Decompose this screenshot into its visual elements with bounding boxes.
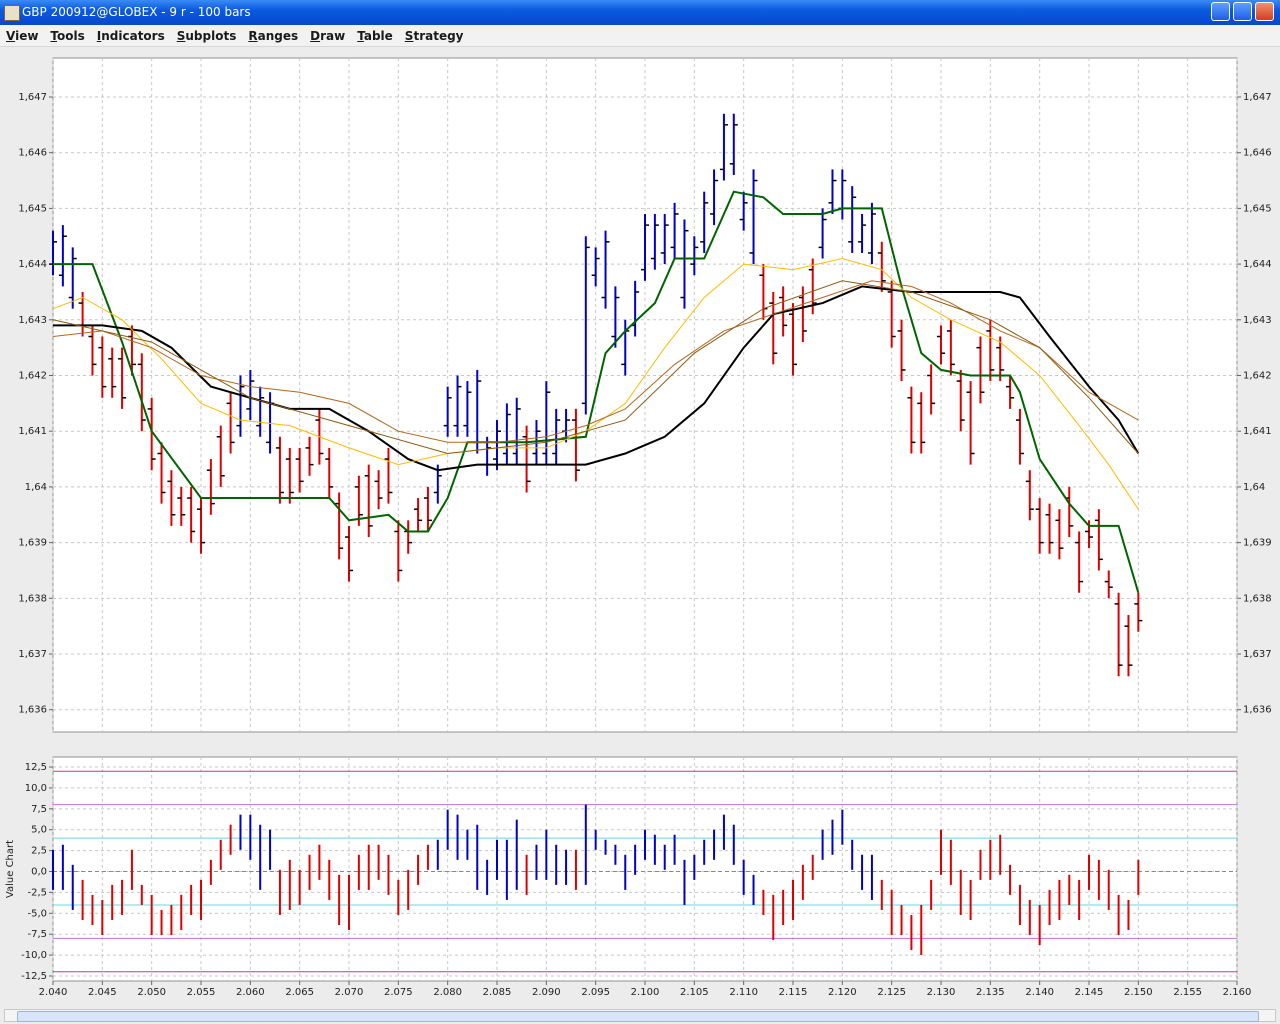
y-tick-label: 1,642 [1243, 371, 1272, 382]
x-tick-label: 2.120 [828, 987, 857, 998]
x-tick-label: 2.060 [236, 987, 265, 998]
y-tick-label: 7,5 [31, 804, 47, 815]
close-button[interactable] [1255, 2, 1274, 21]
indicator-line [52, 257, 1139, 510]
y-tick-label: 0,0 [31, 867, 47, 878]
y-tick-label: 1,639 [1243, 538, 1272, 549]
y-tick-label: 1,646 [1243, 148, 1272, 159]
indicator-line [53, 190, 1140, 593]
y-tick-label: 2,5 [31, 846, 47, 857]
y-tick-label: 1,64 [25, 482, 47, 493]
y-tick-label: -7,5 [27, 929, 47, 940]
y-tick-label: 5,0 [31, 825, 47, 836]
y-tick-label: 1,636 [1243, 705, 1272, 716]
x-tick-label: 2.090 [532, 987, 561, 998]
y-tick-label: 1,645 [1243, 203, 1272, 214]
y-axis-label: Value Chart [5, 840, 16, 898]
y-tick-label: 1,636 [18, 705, 47, 716]
y-tick-label: 12,5 [25, 762, 47, 773]
x-tick-label: 2.100 [631, 987, 660, 998]
indicator-line [53, 285, 1140, 472]
menu-item[interactable]: Strategy [404, 29, 464, 43]
y-tick-label: 1,644 [18, 259, 47, 270]
x-tick-label: 2.115 [779, 987, 808, 998]
y-tick-label: -12,5 [21, 971, 47, 982]
y-tick-label: 1,637 [18, 649, 47, 660]
x-tick-label: 2.095 [581, 987, 610, 998]
minimize-button[interactable] [1211, 2, 1230, 21]
y-tick-label: 1,639 [18, 538, 47, 549]
indicator-line [52, 280, 1139, 455]
menu-item[interactable]: Tools [50, 29, 85, 43]
x-tick-label: 2.050 [137, 987, 166, 998]
maximize-button[interactable] [1233, 2, 1252, 21]
x-tick-label: 2.075 [384, 987, 413, 998]
title-bar: GBP 200912@GLOBEX - 9 r - 100 bars [0, 0, 1280, 25]
window-title: GBP 200912@GLOBEX - 9 r - 100 bars [22, 5, 251, 19]
y-tick-label: 1,643 [1243, 315, 1272, 326]
x-tick-label: 2.110 [729, 987, 758, 998]
scrollbar[interactable] [4, 1009, 1276, 1022]
y-tick-label: 1,642 [18, 371, 47, 382]
y-tick-label: 1,641 [1243, 426, 1272, 437]
y-tick-label: 1,641 [18, 426, 47, 437]
x-tick-label: 2.140 [1025, 987, 1054, 998]
x-tick-label: 2.125 [877, 987, 906, 998]
y-tick-label: -5,0 [27, 908, 47, 919]
x-tick-label: 2.040 [39, 987, 68, 998]
x-tick-label: 2.085 [483, 987, 512, 998]
menu-item[interactable]: Draw [310, 29, 346, 43]
y-tick-label: 1,646 [18, 148, 47, 159]
y-tick-label: 1,644 [1243, 259, 1272, 270]
scroll-thumb[interactable] [17, 1011, 1259, 1022]
indicator-line [52, 280, 1139, 443]
x-tick-label: 2.150 [1124, 987, 1153, 998]
menu-item[interactable]: Indicators [96, 29, 165, 43]
y-tick-label: 1,637 [1243, 649, 1272, 660]
y-tick-label: 1,647 [1243, 92, 1272, 103]
y-tick-label: -10,0 [21, 950, 47, 961]
x-tick-label: 2.135 [976, 987, 1005, 998]
x-tick-label: 2.080 [433, 987, 462, 998]
y-tick-label: 1,647 [18, 92, 47, 103]
y-tick-label: 1,643 [18, 315, 47, 326]
x-tick-label: 2.155 [1173, 987, 1202, 998]
menu-item[interactable]: Subplots [176, 29, 237, 43]
x-tick-label: 2.055 [187, 987, 216, 998]
y-tick-label: -2,5 [27, 887, 47, 898]
y-tick-label: 10,0 [25, 783, 47, 794]
menu-item[interactable]: View [6, 29, 39, 43]
y-tick-label: 1,638 [18, 593, 47, 604]
y-tick-label: 1,638 [1243, 593, 1272, 604]
x-tick-label: 2.065 [285, 987, 314, 998]
x-tick-label: 2.045 [88, 987, 117, 998]
x-tick-label: 2.070 [335, 987, 364, 998]
x-tick-label: 2.130 [927, 987, 956, 998]
x-tick-label: 2.105 [680, 987, 709, 998]
plot-area [52, 756, 1238, 982]
x-tick-label: 2.145 [1075, 987, 1104, 998]
x-tick-label: 2.160 [1223, 987, 1252, 998]
app-icon [4, 5, 20, 21]
menu-bar: View Tools Indicators Subplots Ranges Draw Tab… [0, 25, 1280, 47]
menu-item[interactable]: Table [357, 29, 393, 43]
y-tick-label: 1,645 [18, 203, 47, 214]
y-tick-label: 1,64 [1243, 482, 1265, 493]
menu-item[interactable]: Ranges [248, 29, 299, 43]
